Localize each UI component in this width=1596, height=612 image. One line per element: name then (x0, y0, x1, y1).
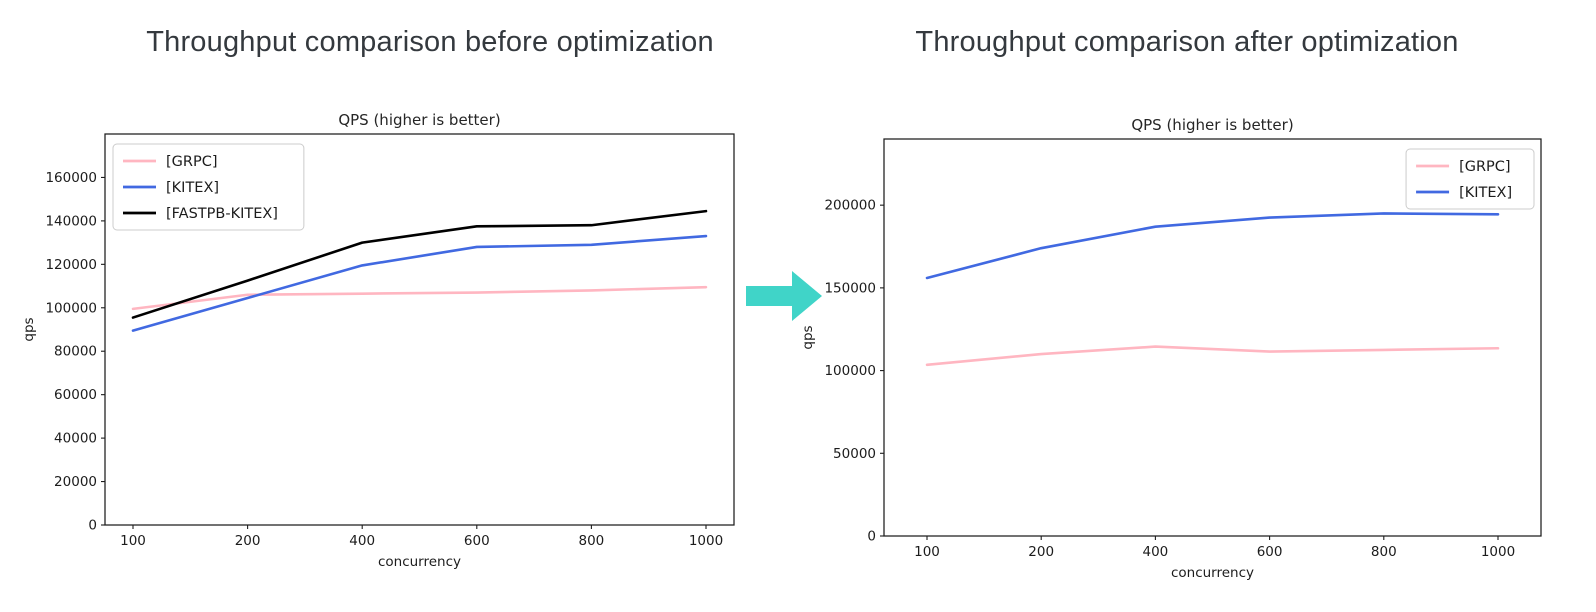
right-arrow-shape (746, 271, 822, 321)
legend-label: [KITEX] (1459, 185, 1512, 201)
y-tick-label: 60000 (54, 387, 97, 403)
heading-after-optimization: Throughput comparison after optimization (915, 26, 1459, 58)
y-tick-label: 50000 (833, 446, 876, 462)
legend-label: [GRPC] (1459, 159, 1511, 175)
plot-border (883, 138, 1542, 537)
y-tick-label: 80000 (54, 344, 97, 360)
y-tick-label: 120000 (45, 257, 97, 273)
y-tick-label: 200000 (824, 198, 876, 214)
legend-label: [GRPC] (166, 154, 218, 170)
y-tick-label: 20000 (54, 474, 97, 490)
x-axis-label: concurrency (1171, 565, 1254, 581)
series-line-grpc (131, 285, 708, 311)
x-tick-label: 100 (120, 533, 146, 549)
legend-box (1405, 148, 1535, 210)
right-arrow-icon (746, 271, 822, 321)
y-tick-label: 0 (88, 518, 97, 534)
series-line-fastpb-kitex (131, 209, 708, 319)
y-tick-label: 40000 (54, 431, 97, 447)
y-tick-label: 100000 (45, 300, 97, 316)
x-tick-label: 100 (914, 544, 940, 560)
x-tick-label: 600 (1257, 544, 1283, 560)
legend-box (112, 143, 305, 231)
y-tick-label: 160000 (45, 170, 97, 186)
chart-title: QPS (higher is better) (1131, 116, 1293, 134)
y-axis-label: qps (800, 325, 816, 349)
chart-after: QPS (higher is better) 0 50000 100000 150000… (800, 116, 1542, 581)
x-tick-label: 400 (1143, 544, 1169, 560)
y-tick-label: 0 (867, 529, 876, 545)
chart-before: QPS (higher is better) 0 20000 40000 60000 80… (25, 111, 735, 570)
series-line-kitex (925, 212, 1500, 280)
y-tick-label: 140000 (45, 213, 97, 229)
heading-before-optimization: Throughput comparison before optimizatio… (146, 26, 714, 58)
series-line-kitex (131, 234, 708, 332)
y-axis-label: qps (25, 317, 37, 341)
x-tick-label: 1000 (689, 533, 723, 549)
plot-border (104, 133, 735, 526)
x-tick-label: 200 (235, 533, 261, 549)
x-axis-label: concurrency (378, 554, 461, 570)
y-tick-label: 150000 (824, 280, 876, 296)
x-tick-label: 800 (579, 533, 605, 549)
chart-title: QPS (higher is better) (338, 111, 500, 129)
x-tick-label: 400 (349, 533, 375, 549)
x-tick-label: 600 (464, 533, 490, 549)
x-tick-label: 200 (1028, 544, 1054, 560)
y-tick-label: 100000 (824, 363, 876, 379)
x-tick-label: 800 (1371, 544, 1397, 560)
legend-label: [FASTPB-KITEX] (166, 206, 278, 222)
series-line-grpc (925, 345, 1500, 367)
legend-label: [KITEX] (166, 180, 219, 196)
x-tick-label: 1000 (1481, 544, 1515, 560)
